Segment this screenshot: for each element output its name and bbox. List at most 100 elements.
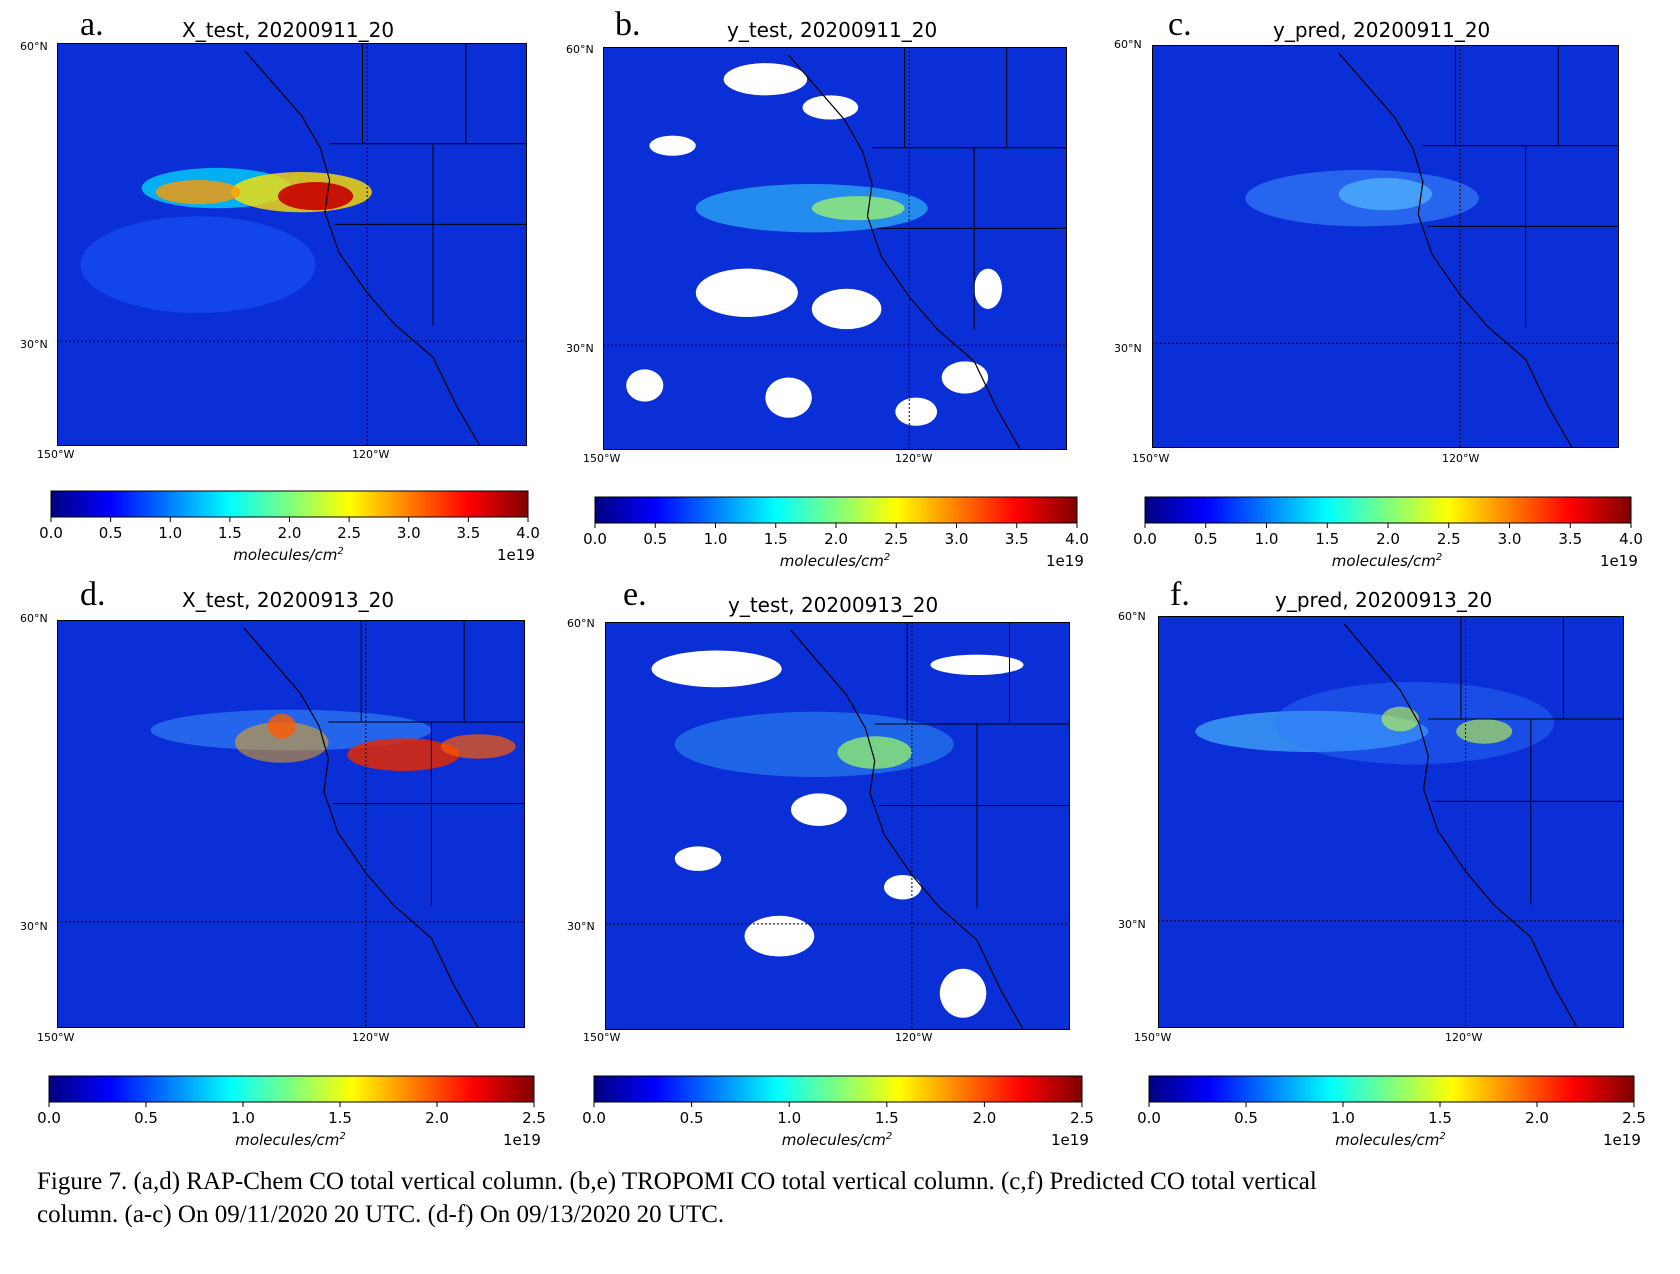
colorbar-tick-label: 2.5: [884, 530, 909, 548]
colorbar-tick-label: 2.0: [425, 1109, 449, 1127]
missing-data-region: [884, 874, 922, 900]
missing-data-region: [651, 650, 782, 688]
colorbar-tick-label: 0.0: [1133, 530, 1157, 548]
colorbar-tick-label: 3.5: [1004, 530, 1029, 548]
coastline: [244, 50, 481, 446]
colorbar-tick-label: 3.0: [1497, 530, 1522, 548]
colorbar-exponent: 1e19: [1600, 552, 1638, 570]
map-field-background: [605, 622, 1070, 1030]
colorbar-gradient: [1148, 1075, 1635, 1107]
colorbar-tick-label: 2.5: [1070, 1109, 1094, 1127]
colorbar-tick-label: 2.0: [824, 530, 848, 548]
co-plume: [1381, 706, 1419, 732]
panel-title: y_pred, 20200911_20: [1273, 18, 1491, 42]
lat-label-top: 60°N: [566, 43, 594, 56]
colorbar-tick-label: 3.0: [944, 530, 969, 548]
lon-label-mid: 120°W: [352, 1031, 390, 1044]
colorbar-label: molecules/cm2: [779, 552, 891, 570]
colorbar-gradient: [50, 490, 529, 522]
colorbar-tick-label: 1.5: [763, 530, 788, 548]
lon-label-left: 150°W: [583, 452, 621, 465]
lat-label-top: 60°N: [20, 40, 48, 53]
co-plume: [277, 182, 354, 211]
colorbar-tick-label: 0.0: [1137, 1109, 1161, 1127]
lat-label-mid: 30°N: [1114, 342, 1142, 355]
co-plume: [440, 734, 516, 759]
colorbar-tick-label: 2.0: [1525, 1109, 1549, 1127]
colorbar-gradient: [1144, 496, 1632, 528]
map-field-background: [1152, 45, 1619, 448]
colorbar-tick-label: 1.0: [158, 524, 183, 542]
colorbar-tick-label: 1.5: [217, 524, 242, 542]
co-plume: [234, 722, 329, 763]
colorbar-tick-label: 1.0: [777, 1109, 802, 1127]
colorbar-tick-label: 2.5: [1622, 1109, 1646, 1127]
colorbar-exponent: 1e19: [1051, 1131, 1089, 1149]
missing-data-region: [895, 397, 938, 426]
lat-label-mid: 30°N: [566, 342, 594, 355]
map-plot: [1152, 45, 1619, 448]
panel-letter: d.: [80, 576, 106, 613]
colorbar-tick-label: 1.5: [874, 1109, 899, 1127]
colorbar-exponent: 1e19: [503, 1131, 541, 1149]
missing-data-region: [974, 268, 1003, 309]
colorbar-tick-label: 2.5: [337, 524, 362, 542]
colorbar-gradient: [594, 496, 1078, 528]
missing-data-region: [765, 377, 812, 418]
missing-data-region: [802, 95, 859, 120]
colorbar-tick-label: 0.5: [1234, 1109, 1258, 1127]
panel-letter: f.: [1170, 576, 1190, 613]
map-plot: [603, 47, 1067, 450]
co-plume: [267, 713, 296, 739]
colorbar-tick-label: 1.0: [703, 530, 728, 548]
colorbar-tick-label: 2.5: [1436, 530, 1461, 548]
missing-data-region: [695, 268, 798, 318]
colorbar-label: molecules/cm2: [235, 1131, 346, 1149]
lat-label-mid: 30°N: [20, 920, 48, 933]
colorbar-tick-label: 4.0: [1065, 530, 1089, 548]
map-plot: [605, 622, 1070, 1030]
panel-title: y_test, 20200913_20: [728, 593, 939, 617]
lon-label-left: 150°W: [37, 1031, 75, 1044]
colorbar-tick-label: 0.5: [98, 524, 123, 542]
colorbar-exponent: 1e19: [497, 546, 535, 564]
lon-label-left: 150°W: [1132, 452, 1170, 465]
colorbar-label: molecules/cm2: [781, 1131, 893, 1149]
colorbar-exponent: 1e19: [1046, 552, 1084, 570]
colorbar-tick-label: 4.0: [1619, 530, 1643, 548]
colorbar-tick-label: 3.0: [396, 524, 421, 542]
map-frame: [603, 47, 1067, 450]
lon-label-mid: 120°W: [1445, 1031, 1483, 1044]
map-plot: [1158, 616, 1624, 1028]
colorbar-tick-label: 2.5: [522, 1109, 546, 1127]
panel-title: X_test, 20200913_20: [182, 588, 395, 612]
lat-label-top: 60°N: [567, 617, 595, 630]
lat-label-top: 60°N: [1118, 610, 1146, 623]
panel-title: y_test, 20200911_20: [727, 18, 938, 42]
map-plot: [57, 43, 527, 446]
missing-data-region: [626, 369, 664, 402]
lon-label-mid: 120°W: [895, 452, 933, 465]
lon-label-mid: 120°W: [1442, 452, 1480, 465]
missing-data-region: [941, 361, 989, 394]
co-plume: [1338, 177, 1433, 211]
missing-data-region: [723, 63, 808, 96]
colorbar-tick-label: 1.5: [1428, 1109, 1452, 1127]
colorbar-exponent: 1e19: [1603, 1131, 1641, 1149]
missing-data-region: [744, 915, 815, 957]
colorbar-tick-label: 1.5: [328, 1109, 352, 1127]
coastline: [1338, 52, 1573, 448]
map-field-background: [1158, 616, 1624, 1028]
colorbar-gradient: [593, 1075, 1083, 1107]
colorbar-label: molecules/cm2: [233, 546, 344, 564]
colorbar-tick-label: 1.5: [1315, 530, 1340, 548]
colorbar-tick-label: 2.0: [1376, 530, 1400, 548]
panel-letter: b.: [615, 6, 641, 43]
missing-data-region: [791, 793, 847, 826]
coastline: [788, 54, 1022, 450]
map-frame: [1152, 45, 1619, 448]
colorbar-tick-label: 0.0: [37, 1109, 61, 1127]
lat-label-mid: 30°N: [1118, 918, 1146, 931]
panel-letter: c.: [1168, 6, 1192, 43]
figure-caption: Figure 7. (a,d) RAP-Chem CO total vertic…: [37, 1165, 1677, 1231]
